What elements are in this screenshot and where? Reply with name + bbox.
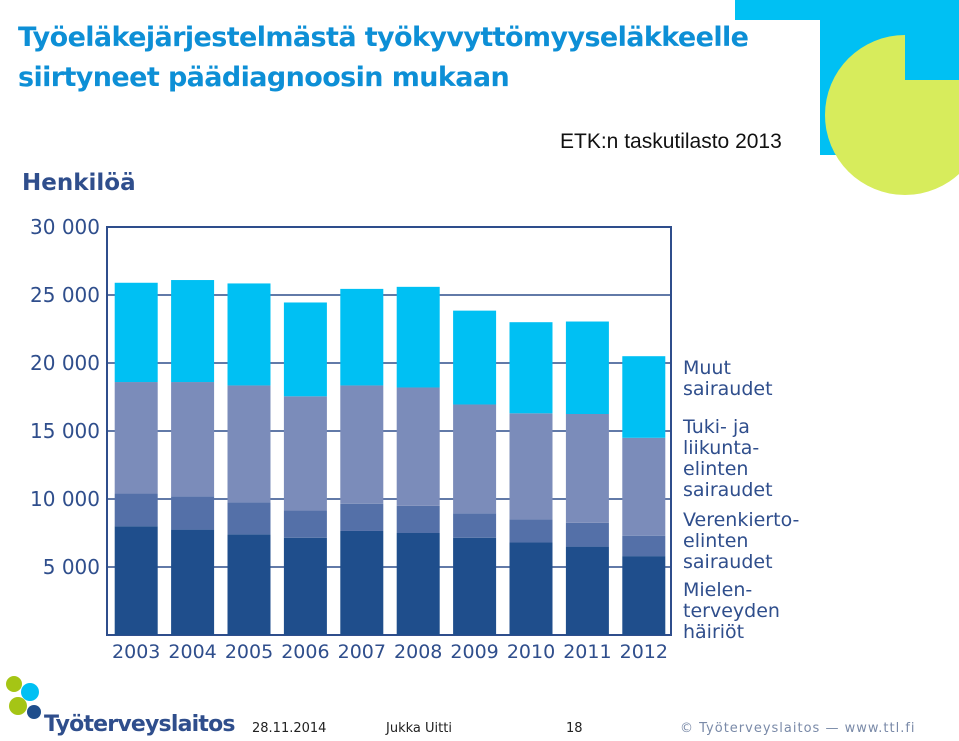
bar-segment — [396, 387, 440, 506]
chart-title-line-1: Työeläkejärjestelmästä työkyvyttömyyselä… — [18, 22, 749, 53]
bar-segment — [283, 510, 327, 538]
y-tick-label: 15 000 — [30, 419, 100, 443]
bar-segment — [227, 385, 271, 503]
x-tick-label: 2011 — [563, 641, 611, 663]
y-tick-label: 25 000 — [30, 283, 100, 307]
bar-segment — [565, 522, 609, 547]
x-tick-label: 2010 — [507, 641, 555, 663]
x-tick-label: 2007 — [338, 641, 386, 663]
footer-copyright: © Työterveyslaitos — www.ttl.fi — [680, 721, 916, 736]
bar-segment — [509, 542, 553, 635]
bar-segment — [396, 533, 440, 635]
x-tick-label: 2006 — [281, 641, 329, 663]
bar-segment — [227, 283, 271, 386]
bar-segment — [453, 537, 497, 635]
bar-segment — [565, 546, 609, 635]
source-label: ETK:n taskutilasto 2013 — [560, 130, 782, 153]
bar-segment — [340, 385, 384, 504]
x-tick-label: 2009 — [450, 641, 498, 663]
bar-segment — [171, 382, 215, 497]
bar-segment — [396, 286, 440, 388]
bar-segment — [509, 322, 553, 414]
legend-mielenterveyden: Mielen- terveyden häiriöt — [683, 579, 780, 643]
bar-segment — [283, 537, 327, 635]
legend-verenkiertoelinten: Verenkierto- elinten sairaudet — [683, 509, 800, 573]
bar-segment — [114, 493, 158, 527]
bar-segment — [453, 513, 497, 538]
bar-segment — [509, 519, 553, 543]
footer-author: Jukka Uitti — [386, 721, 452, 736]
footer-page-number: 18 — [566, 721, 583, 736]
y-tick-label: 5 000 — [43, 555, 100, 579]
x-tick-label: 2008 — [394, 641, 442, 663]
bar-segment — [509, 413, 553, 520]
bar-segment — [114, 282, 158, 383]
x-tick-label: 2003 — [112, 641, 160, 663]
bar-segment — [340, 530, 384, 635]
x-tick-label: 2004 — [168, 641, 216, 663]
bar-segment — [396, 505, 440, 533]
y-tick-label: 10 000 — [30, 487, 100, 511]
legend-muut-sairaudet: Muut sairaudet — [683, 357, 773, 400]
bar-segment — [565, 321, 609, 414]
bar-segment — [622, 535, 666, 557]
bar-segment — [114, 382, 158, 494]
bar-segment — [453, 310, 497, 405]
bar-segment — [283, 302, 327, 397]
bar-segment — [171, 496, 215, 530]
bar-segment — [227, 502, 271, 535]
bar-segment — [565, 414, 609, 523]
bar-segment — [171, 280, 215, 383]
bar-segment — [171, 529, 215, 635]
logo-mark-icon — [6, 676, 41, 719]
bar-segment — [340, 503, 384, 531]
bar-segment — [453, 404, 497, 514]
y-tick-label: 30 000 — [30, 215, 100, 239]
bar-segment — [622, 437, 666, 536]
legend-tuki-liikuntaelinten: Tuki- ja liikunta- elinten sairaudet — [683, 416, 773, 501]
bar-segment — [283, 396, 327, 511]
y-tick-label: 20 000 — [30, 351, 100, 375]
bar-segment — [622, 356, 666, 438]
y-axis-unit-label: Henkilöä — [22, 170, 136, 196]
bar-segment — [622, 556, 666, 635]
x-tick-label: 2005 — [225, 641, 273, 663]
bar-segment — [227, 534, 271, 635]
white-gap-band — [730, 20, 820, 160]
ttl-logo-text: Työterveyslaitos — [44, 712, 236, 737]
x-tick-label: 2012 — [620, 641, 668, 663]
footer-date: 28.11.2014 — [252, 721, 327, 736]
bar-segment — [114, 526, 158, 635]
chart-title-line-2: siirtyneet päädiagnoosin mukaan — [18, 62, 510, 93]
cyan-corner-block — [905, 0, 959, 80]
bar-segment — [340, 288, 384, 386]
